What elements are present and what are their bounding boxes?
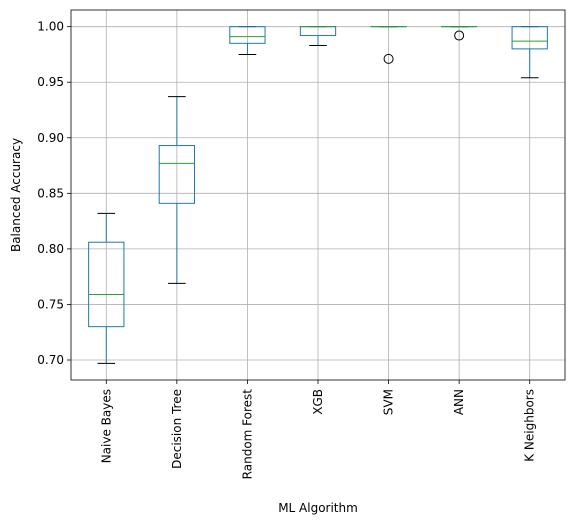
x-tick-label: K Neighbors — [523, 389, 537, 462]
y-tick-label: 0.80 — [37, 242, 64, 256]
x-tick-label: XGB — [311, 389, 325, 415]
y-axis-label: Balanced Accuracy — [9, 138, 23, 252]
x-tick-label: Random Forest — [240, 389, 254, 480]
y-tick-label: 0.70 — [37, 353, 64, 367]
x-axis-label: ML Algorithm — [278, 501, 358, 515]
x-tick-label: ANN — [452, 389, 466, 415]
y-tick-label: 0.95 — [37, 75, 64, 89]
x-tick-label: SVM — [382, 389, 396, 415]
y-tick-label: 0.90 — [37, 131, 64, 145]
y-tick-label: 0.75 — [37, 297, 64, 311]
x-tick-label: Decision Tree — [170, 389, 184, 469]
y-tick-label: 1.00 — [37, 20, 64, 34]
y-tick-label: 0.85 — [37, 186, 64, 200]
x-tick-label: Naive Bayes — [99, 389, 113, 463]
